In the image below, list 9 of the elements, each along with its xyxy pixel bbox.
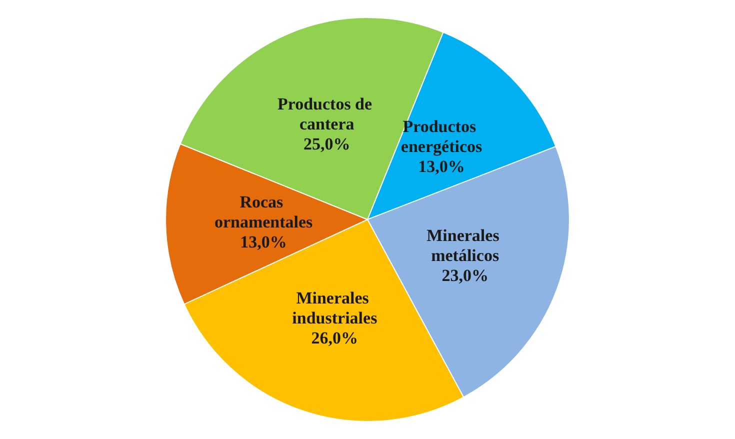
data-label: 13,0%	[418, 156, 465, 176]
data-label: 25,0%	[304, 134, 350, 154]
slice-label: Minerales metálicos	[426, 226, 504, 265]
data-label: 13,0%	[240, 232, 287, 252]
slice-label: Rocas ornamentales	[214, 192, 314, 232]
slice-label: Productos de cantera	[277, 94, 376, 134]
data-label: 23,0%	[442, 266, 488, 285]
slice-label: Minerales industriales	[292, 288, 378, 328]
data-label: 26,0%	[311, 328, 358, 348]
